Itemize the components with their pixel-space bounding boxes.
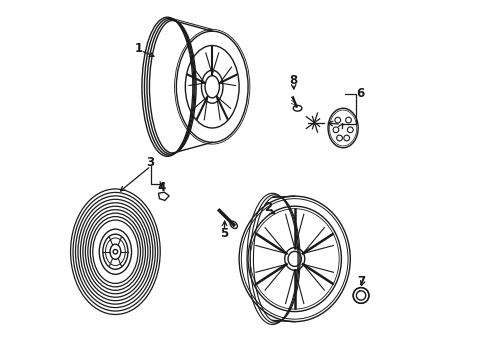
Text: 8: 8 bbox=[288, 74, 297, 87]
Text: 5: 5 bbox=[220, 226, 228, 239]
Text: 7: 7 bbox=[357, 275, 365, 288]
Text: 4: 4 bbox=[157, 181, 165, 194]
Text: 2: 2 bbox=[264, 201, 272, 214]
Text: 1: 1 bbox=[134, 41, 142, 54]
Text: 6: 6 bbox=[355, 87, 364, 100]
Text: 3: 3 bbox=[146, 156, 154, 169]
Circle shape bbox=[352, 288, 368, 303]
